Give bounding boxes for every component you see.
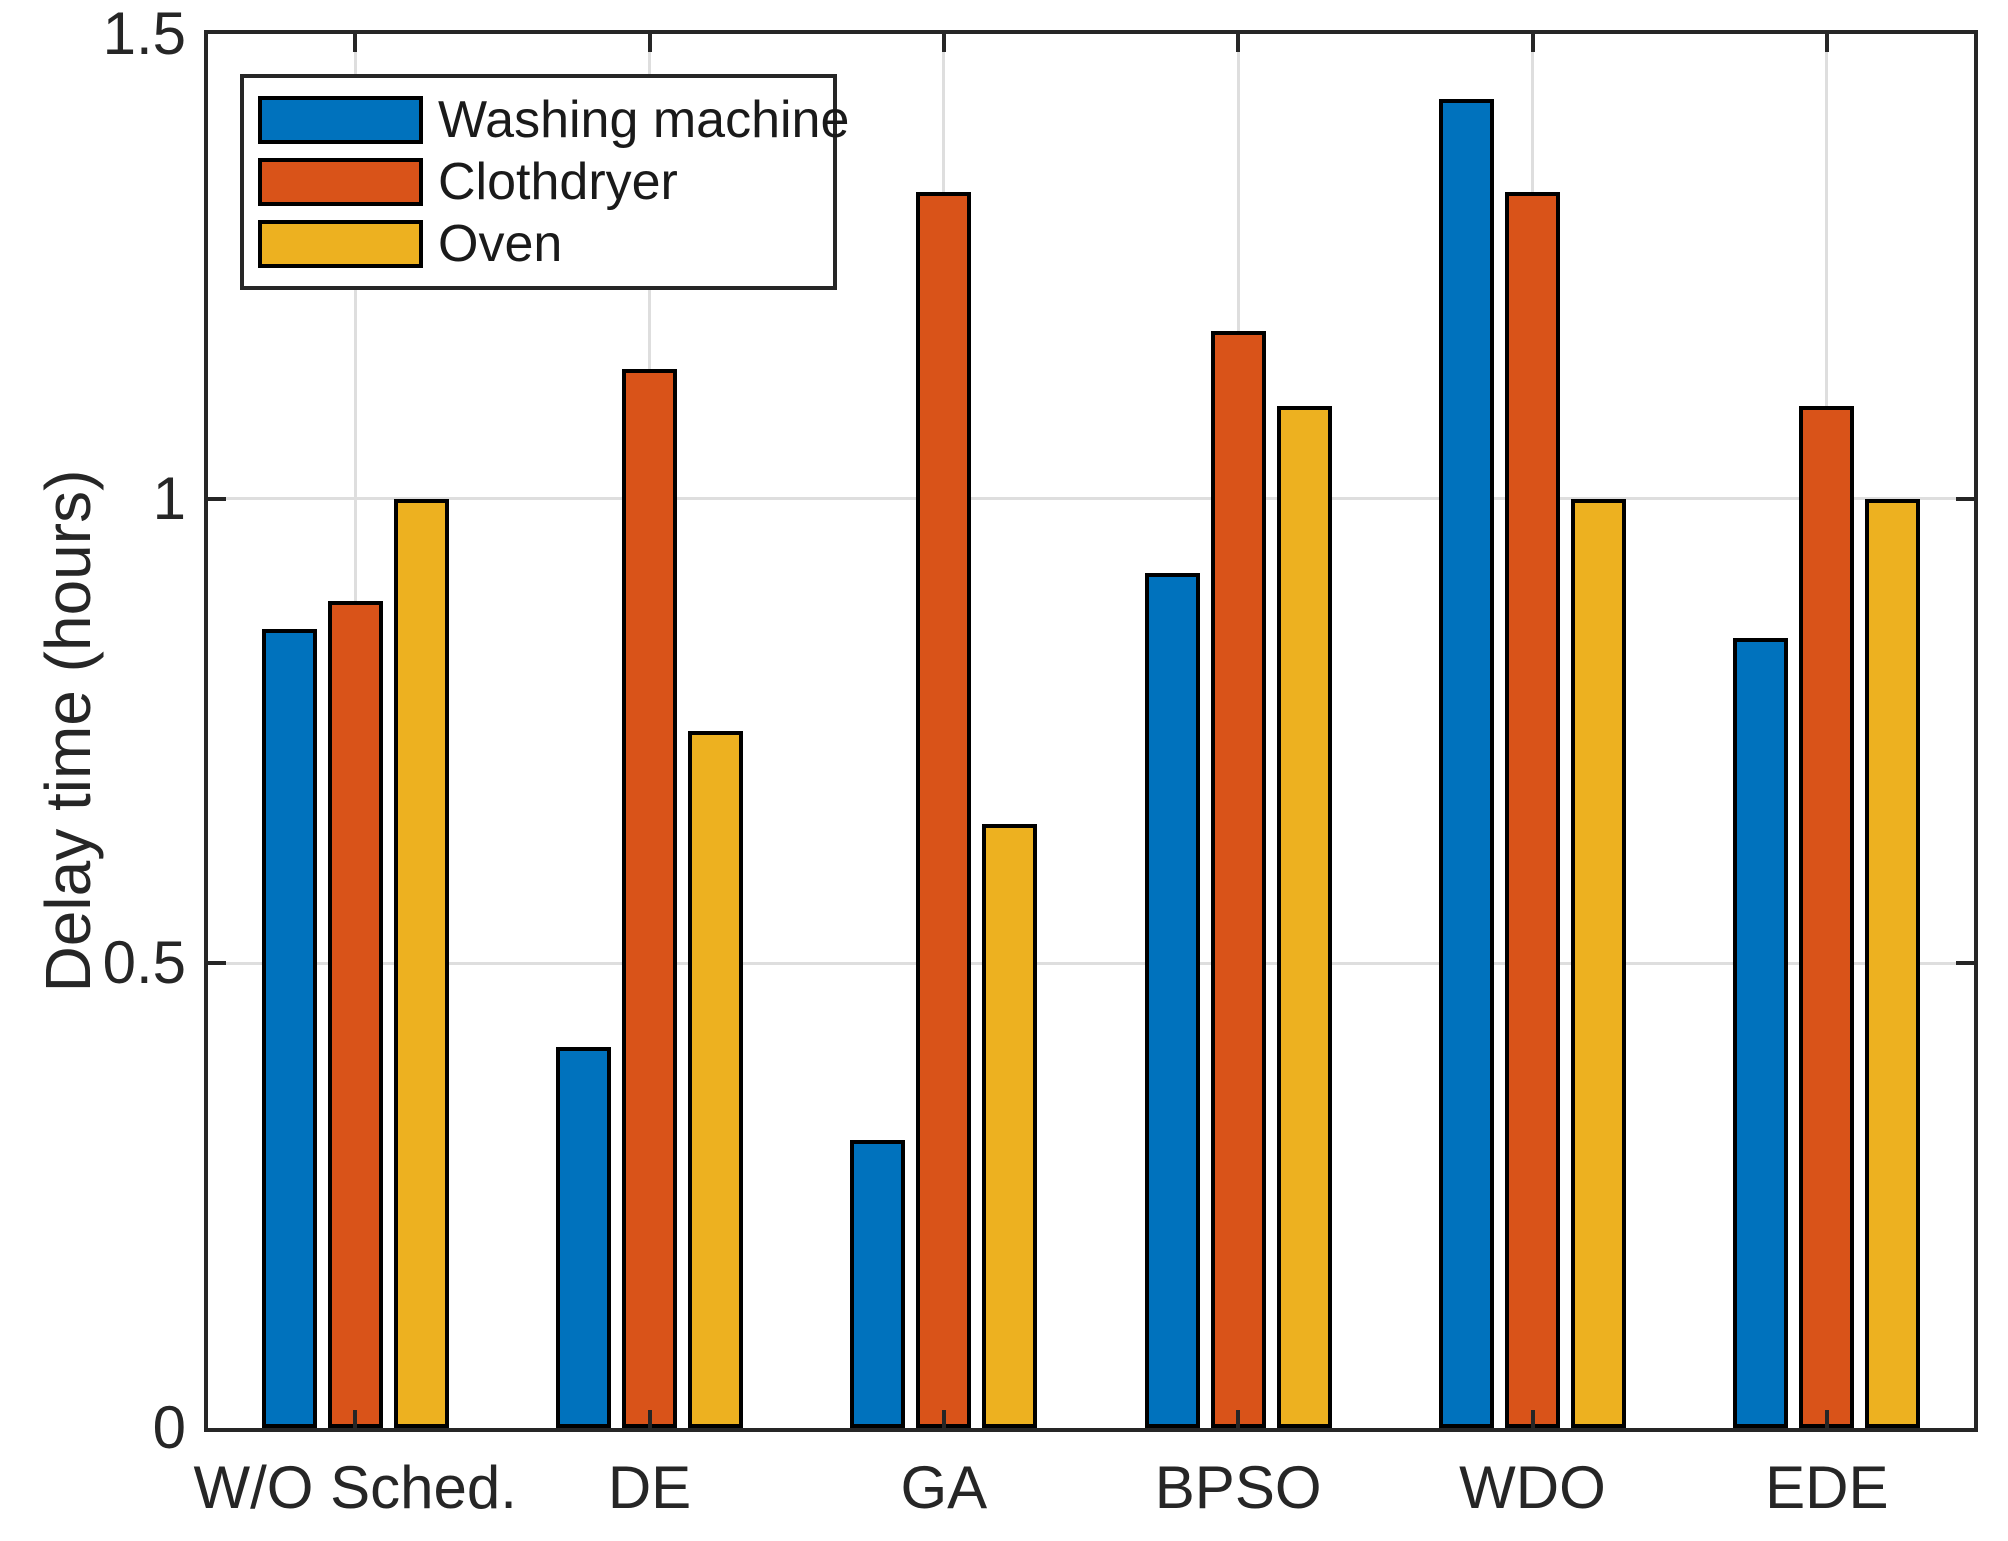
x-tick-top-de — [647, 34, 652, 52]
x-tick-top-bpso — [1236, 34, 1241, 52]
x-tick-bottom-bpso — [1236, 1410, 1241, 1428]
x-tick-label-ede: EDE — [1765, 1454, 1889, 1521]
legend-swatch-oven — [258, 220, 423, 268]
y-tick-label-1: 1 — [152, 464, 186, 532]
plot-area: Washing machine Clothdryer Oven — [204, 30, 1978, 1432]
bar-washing-machine-ede — [1733, 638, 1789, 1428]
legend-label-washing-machine: Washing machine — [438, 91, 850, 149]
x-tick-top-wdo — [1530, 34, 1535, 52]
y-tick-label-1.5: 1.5 — [102, 0, 186, 67]
x-tick-bottom-ga — [941, 1410, 946, 1428]
legend-label-oven: Oven — [438, 215, 563, 273]
x-tick-top-w-o-sched — [353, 34, 358, 52]
x-tick-bottom-ede — [1824, 1410, 1829, 1428]
y-tick-left-0.5 — [208, 961, 226, 966]
x-tick-top-ede — [1824, 34, 1829, 52]
legend-swatch-clothdryer — [258, 158, 423, 206]
y-tick-right-1 — [1956, 496, 1974, 501]
x-tick-label-ga: GA — [900, 1454, 988, 1521]
legend-item-clothdryer: Clothdryer — [258, 154, 823, 210]
y-tick-left-1 — [208, 496, 226, 501]
gridline-horizontal-1 — [208, 497, 1974, 501]
bar-oven-ede — [1865, 498, 1921, 1428]
bar-oven-wdo — [1571, 498, 1626, 1428]
x-tick-bottom-w-o-sched — [353, 1410, 358, 1428]
x-tick-bottom-de — [647, 1410, 652, 1428]
bar-oven-bpso — [1276, 405, 1332, 1428]
y-tick-label-0: 0 — [152, 1394, 186, 1461]
y-tick-right-0.5 — [1956, 961, 1974, 966]
bar-oven-w-o-sched — [393, 498, 449, 1428]
x-tick-label-w-o-sched: W/O Sched. — [193, 1454, 517, 1521]
bar-washing-machine-de — [556, 1046, 611, 1428]
bar-washing-machine-ga — [850, 1139, 906, 1428]
legend-item-oven: Oven — [258, 216, 823, 272]
x-tick-label-wdo: WDO — [1459, 1454, 1606, 1521]
bar-clothdryer-wdo — [1505, 192, 1560, 1428]
x-tick-bottom-wdo — [1530, 1410, 1535, 1428]
bar-clothdryer-ga — [916, 192, 972, 1428]
y-tick-label-0.5: 0.5 — [102, 929, 186, 997]
legend-swatch-washing-machine — [258, 96, 423, 144]
legend-item-washing-machine: Washing machine — [258, 92, 849, 148]
x-tick-label-bpso: BPSO — [1154, 1454, 1322, 1521]
x-tick-top-ga — [941, 34, 946, 52]
bar-oven-ga — [982, 823, 1038, 1428]
legend: Washing machine Clothdryer Oven — [240, 74, 849, 290]
bar-clothdryer-ede — [1799, 405, 1855, 1428]
bar-washing-machine-w-o-sched — [261, 628, 317, 1428]
bar-washing-machine-bpso — [1144, 573, 1200, 1428]
bar-oven-de — [688, 731, 743, 1428]
bar-washing-machine-wdo — [1439, 99, 1494, 1428]
y-axis-label: Delay time (hours) — [32, 469, 104, 993]
bar-clothdryer-de — [622, 368, 677, 1428]
x-tick-label-de: DE — [607, 1454, 692, 1521]
legend-label-clothdryer: Clothdryer — [438, 153, 678, 211]
bar-clothdryer-w-o-sched — [327, 600, 383, 1428]
gridline-horizontal-0.5 — [208, 961, 1974, 965]
bar-clothdryer-bpso — [1210, 331, 1266, 1428]
